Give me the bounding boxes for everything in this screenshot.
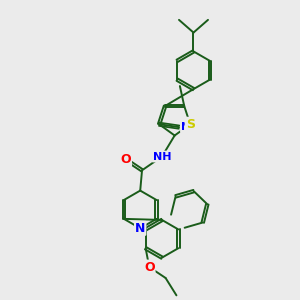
Text: O: O bbox=[144, 261, 154, 274]
Text: N: N bbox=[135, 222, 146, 235]
Text: NH: NH bbox=[153, 152, 171, 161]
Text: O: O bbox=[120, 153, 131, 166]
Text: N: N bbox=[181, 122, 190, 132]
Text: S: S bbox=[186, 118, 195, 131]
